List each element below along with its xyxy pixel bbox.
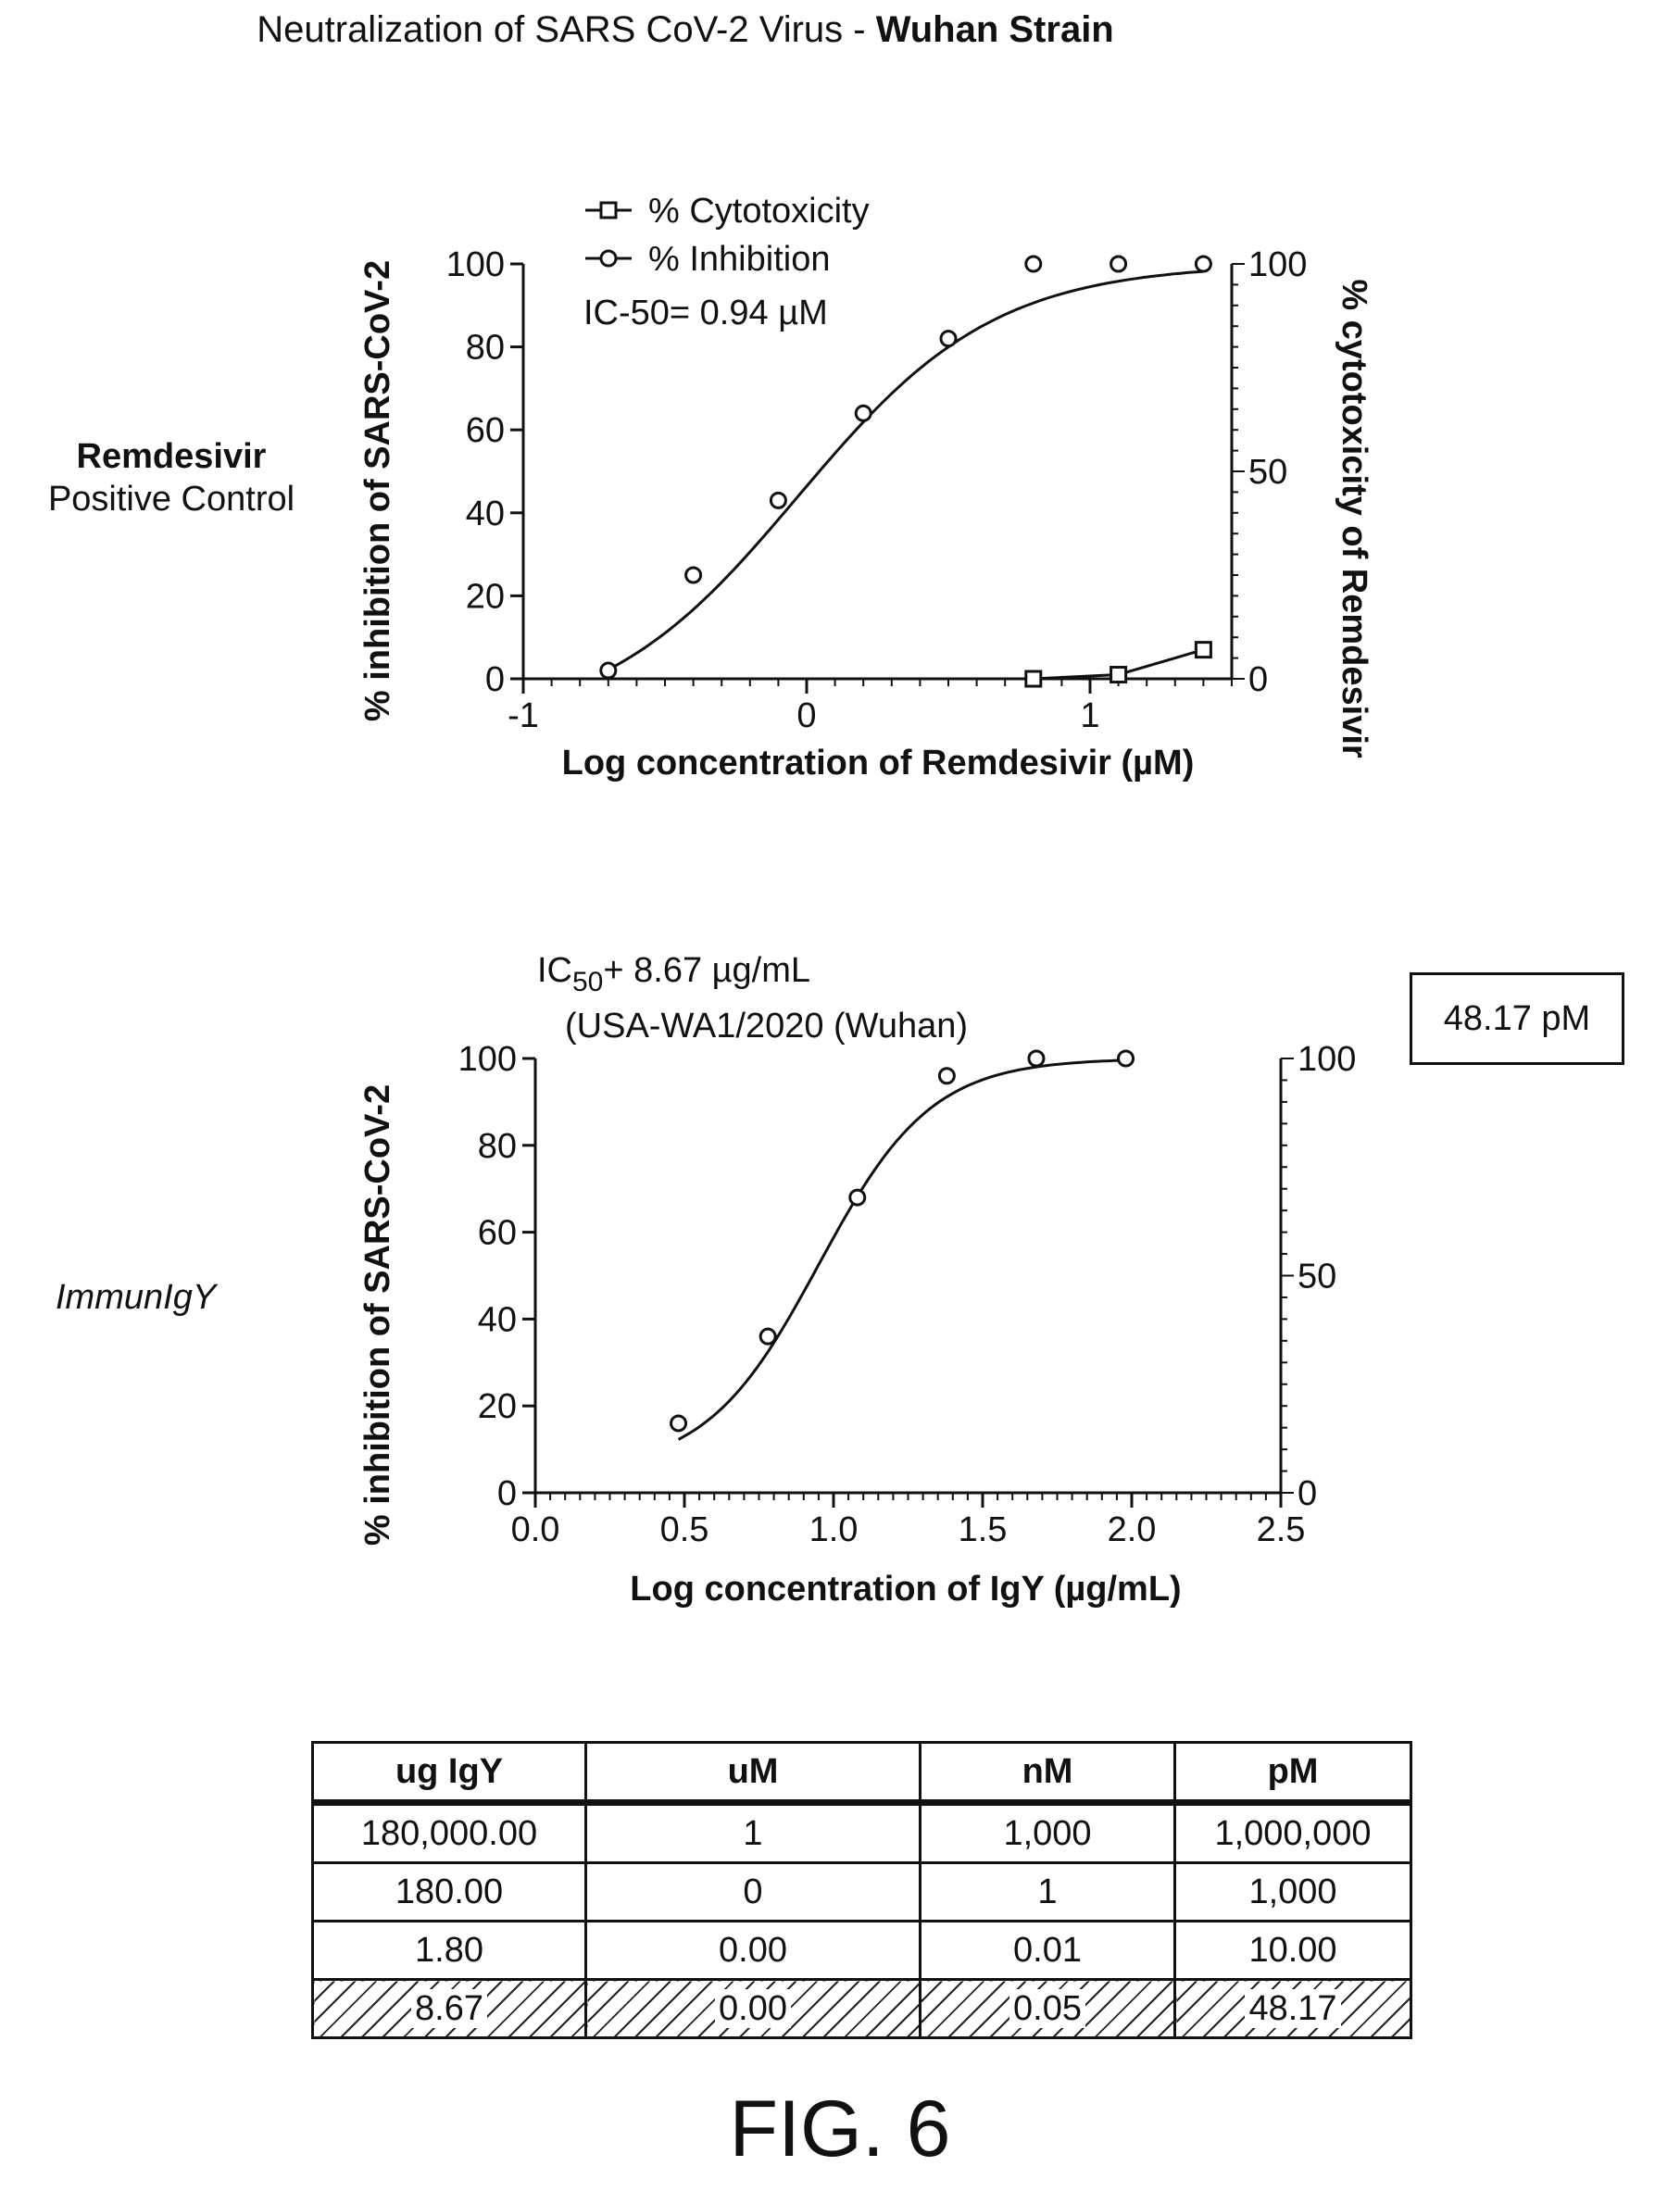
fit-curve-1 [608,269,1204,671]
y2-tick-label: 100 [1298,1040,1356,1079]
y2-tick-label: 50 [1248,453,1287,492]
x-tick-label: 0 [796,696,816,735]
chart-immunigy: 0 20 40 60 80 100 0 50 100 0.0 0.5 1.0 1.5 2.0 2.5 IC5… [358,951,1357,1609]
data-point-circle [599,661,618,680]
chart-2-marks [670,1049,1135,1433]
table-cell: 1.80 [311,1920,587,1981]
table-cell: 180.00 [311,1861,587,1922]
table-cell: 10.00 [1173,1920,1412,1981]
fit-curve-1 [677,1058,1126,1441]
table-cell: 1 [584,1801,921,1864]
table-header: uM [584,1741,921,1806]
table-cell: 48.17 [1173,1978,1412,2039]
table-row: 1.80 0.00 0.01 10.00 [311,1920,1412,1981]
data-point-square [1110,666,1128,684]
y-tick-label: 80 [478,1127,517,1166]
data-point-circle [939,330,958,348]
panel-1-label: Remdesivir Positive Control [0,435,343,520]
legend-label-cytotoxicity: % Cytotoxicity [648,192,870,231]
x-tick-label: 1 [1080,696,1099,735]
table-header: nM [919,1741,1176,1806]
x-tick-label: -1 [508,696,539,735]
data-point-circle [937,1067,956,1085]
data-point-circle [848,1188,867,1207]
panel-1-subtitle: Positive Control [47,480,295,519]
data-point-circle [1110,255,1128,273]
table-cell: 1,000 [1173,1861,1412,1922]
y2-tick-label: 50 [1298,1258,1336,1296]
chart-2-annotation-line1: IC50+ 8.67 µg/mL [537,951,810,997]
x-tick-label: 1.5 [959,1510,1008,1549]
x-tick-label: 0.5 [660,1510,709,1549]
page-title: Neutralization of SARS CoV-2 Virus - Wuh… [257,9,1114,50]
table-cell: 1,000,000 [1173,1801,1412,1864]
table-cell: 1 [919,1861,1176,1922]
data-point-circle [1117,1049,1135,1068]
table-header: pM [1173,1741,1412,1806]
y2-tick-label: 0 [1248,660,1268,699]
data-point-circle [759,1327,777,1346]
chart-1-annotation: IC-50= 0.94 µM [583,294,828,332]
pm-value-box: 48.17 pM [1410,972,1624,1065]
y-tick-label: 40 [466,495,505,533]
data-point-square [1194,641,1212,659]
table-cell: 8.67 [311,1978,587,2039]
legend-label-inhibition: % Inhibition [648,240,830,279]
table-row-hatched: 8.67 0.00 0.05 48.17 [311,1978,1412,2039]
y-tick-label: 0 [485,660,505,699]
chart-2-ylabel: % inhibition of SARS-CoV-2 [358,1084,397,1546]
panel-1-name: Remdesivir [76,437,267,476]
table-header-row: ug IgY uM nM pM [311,1741,1412,1806]
data-point-circle [1194,255,1212,273]
data-point-square [1024,670,1043,688]
chart-1-legend: % Cytotoxicity % Inhibition [585,192,870,279]
legend-marker-inhibition [599,249,618,268]
table-cell: 0.00 [584,1920,921,1981]
chart-1-marks [599,255,1212,688]
chart-2-axes: 0 20 40 60 80 100 0 50 100 0.0 0.5 1.0 1.5 2.0 2.5 [458,1040,1357,1549]
chart-1-ylabel: % inhibition of SARS-CoV-2 [358,260,397,721]
chart-1-y2label: % cytotoxicity of Remdesivir [1335,279,1373,758]
chart-2-curves [677,1058,1126,1441]
y-tick-label: 100 [446,245,505,284]
legend-marker-cytotoxicity [599,201,618,219]
y-tick-label: 20 [466,577,505,616]
table-header: ug IgY [311,1741,587,1806]
figure-label: FIG. 6 [729,2085,951,2173]
y-tick-label: 60 [478,1214,517,1253]
y-tick-label: 0 [497,1474,517,1513]
data-point-circle [769,491,787,509]
table-row: 180.00 0 1 1,000 [311,1861,1412,1922]
conversion-table: ug IgY uM nM pM 180,000.00 1 1,000 1,000… [311,1741,1412,2039]
data-point-circle [1024,255,1043,273]
x-tick-label: 0.0 [511,1510,560,1549]
data-point-circle [854,404,872,422]
data-point-circle [670,1414,688,1433]
y2-tick-label: 0 [1298,1474,1317,1513]
data-point-circle [684,566,703,584]
data-point-circle [1027,1049,1046,1068]
x-tick-label: 2.0 [1108,1510,1157,1549]
chart-1-xlabel: Log concentration of Remdesivir (µM) [562,744,1195,783]
panel-2-label: ImmunIgY [56,1278,217,1317]
table-cell: 180,000.00 [311,1801,587,1864]
y-tick-label: 80 [466,329,505,368]
y-tick-label: 60 [466,411,505,450]
table-row: 180,000.00 1 1,000 1,000,000 [311,1801,1412,1864]
chart-2-xlabel: Log concentration of IgY (µg/mL) [630,1570,1181,1609]
table-cell: 1,000 [919,1801,1176,1864]
y-tick-label: 20 [478,1387,517,1426]
y-tick-label: 40 [478,1300,517,1339]
y2-tick-label: 100 [1248,245,1307,284]
chart-2-annotation-line2: (USA-WA1/2020 (Wuhan) [565,1007,968,1046]
x-tick-label: 2.5 [1257,1510,1306,1549]
table-cell: 0.05 [919,1978,1176,2039]
table-cell: 0.01 [919,1920,1176,1981]
y-tick-label: 100 [458,1040,517,1079]
table-cell: 0 [584,1861,921,1922]
table-cell: 0.00 [584,1978,921,2039]
x-tick-label: 1.0 [809,1510,859,1549]
